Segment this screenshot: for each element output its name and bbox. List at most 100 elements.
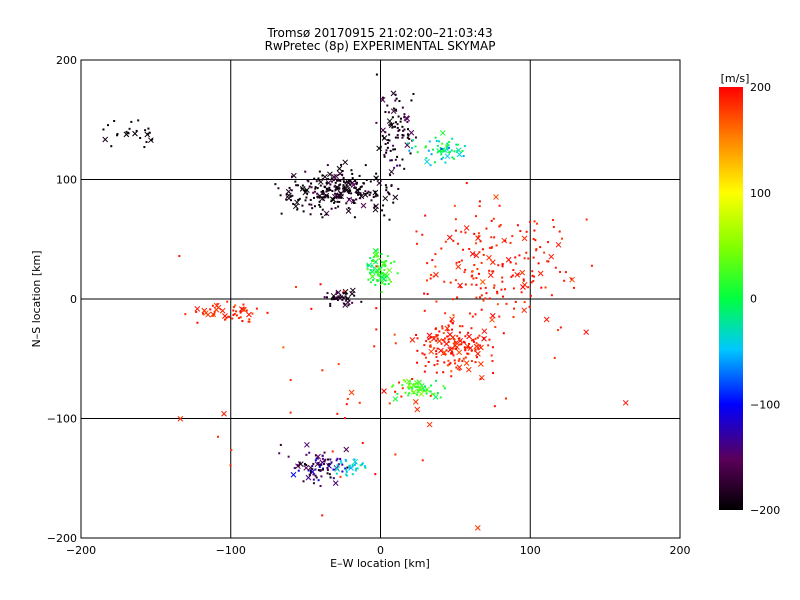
data-point: [332, 477, 335, 480]
data-point: [401, 106, 404, 109]
data-point: [345, 460, 348, 463]
data-point: [498, 225, 501, 228]
data-point-cross: [132, 130, 138, 137]
data-point: [202, 312, 205, 315]
data-point: [227, 315, 230, 318]
data-point: [323, 451, 326, 454]
data-point: [509, 241, 512, 244]
data-point: [402, 379, 405, 382]
data-point: [380, 266, 383, 269]
data-point: [339, 179, 342, 182]
data-point: [441, 150, 444, 153]
data-point: [384, 283, 387, 286]
data-point: [394, 99, 397, 102]
data-point: [458, 368, 461, 371]
data-point: [304, 199, 307, 202]
data-point: [343, 188, 346, 191]
data-point: [451, 328, 454, 331]
data-point: [527, 257, 530, 260]
data-point: [472, 338, 475, 341]
data-point: [436, 144, 439, 147]
data-point-cross: [453, 339, 460, 346]
data-point: [329, 458, 332, 461]
data-point-cross: [521, 307, 528, 314]
data-point: [393, 125, 396, 128]
data-point-cross: [456, 151, 463, 158]
data-point-cross: [455, 263, 462, 270]
data-point: [232, 314, 235, 317]
data-point: [323, 460, 326, 463]
data-point: [356, 191, 359, 194]
data-point: [456, 296, 459, 299]
data-point: [279, 443, 282, 446]
data-point: [425, 392, 428, 395]
data-point: [390, 184, 393, 187]
data-point: [320, 213, 323, 216]
data-point: [585, 218, 588, 221]
data-point: [356, 467, 359, 470]
data-point-cross: [343, 446, 350, 453]
data-point: [353, 463, 356, 466]
data-point: [440, 158, 443, 161]
data-point: [444, 161, 447, 164]
data-point: [453, 341, 456, 344]
data-point: [102, 128, 105, 131]
data-point: [387, 282, 390, 285]
data-point: [540, 286, 543, 289]
data-point: [375, 328, 378, 331]
data-point: [358, 401, 361, 404]
data-point: [496, 292, 499, 295]
data-point: [423, 389, 426, 392]
data-point: [421, 233, 424, 236]
data-point: [381, 96, 384, 99]
data-point: [466, 352, 469, 355]
data-point: [314, 454, 317, 457]
data-point: [443, 387, 446, 390]
colorbar: [719, 87, 743, 510]
data-point: [396, 134, 399, 137]
data-point: [399, 120, 402, 123]
data-point: [322, 192, 325, 195]
data-point: [331, 190, 334, 193]
data-point-cross: [381, 260, 387, 267]
data-point: [235, 314, 238, 317]
data-point-cross: [388, 168, 395, 175]
data-point: [216, 303, 219, 306]
data-point: [450, 370, 453, 373]
data-point-cross: [432, 394, 439, 400]
data-point: [303, 463, 306, 466]
data-point: [378, 268, 381, 271]
data-point: [449, 346, 452, 349]
data-point: [332, 197, 335, 200]
data-point: [449, 281, 452, 284]
data-point-cross: [292, 203, 299, 210]
data-point: [325, 181, 328, 184]
data-point: [414, 145, 417, 148]
data-point: [357, 193, 360, 196]
data-point: [381, 272, 384, 275]
data-point: [383, 214, 386, 217]
data-point-cross: [222, 313, 228, 319]
data-point: [343, 190, 346, 193]
data-point: [467, 331, 470, 334]
data-point: [308, 185, 311, 188]
data-point: [411, 139, 414, 142]
data-point: [341, 298, 344, 301]
data-point: [361, 463, 364, 466]
data-point-cross: [456, 364, 463, 371]
data-point: [346, 190, 349, 193]
data-point: [440, 153, 443, 156]
data-point: [290, 194, 293, 197]
data-point: [426, 279, 429, 282]
data-point-cross: [305, 474, 312, 481]
data-point: [512, 315, 515, 318]
data-point: [406, 136, 409, 139]
data-point: [547, 241, 550, 244]
data-point: [472, 277, 475, 280]
data-point: [391, 116, 394, 119]
data-point: [434, 253, 437, 256]
data-point: [434, 379, 437, 382]
data-point: [364, 466, 367, 469]
data-point-cross: [330, 293, 337, 299]
data-point: [143, 146, 146, 149]
